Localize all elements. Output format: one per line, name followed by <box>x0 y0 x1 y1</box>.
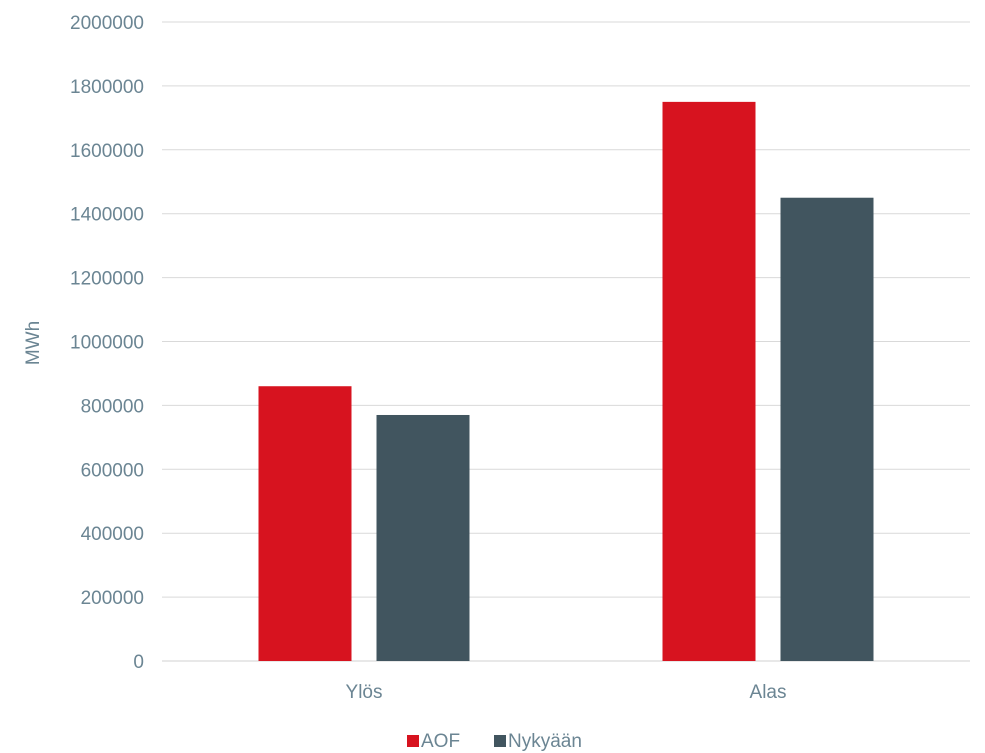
y-tick-label: 800000 <box>81 396 144 417</box>
y-tick-label: 400000 <box>81 524 144 545</box>
y-tick-label: 0 <box>133 652 144 673</box>
legend-swatch <box>407 735 419 747</box>
legend-label: AOF <box>421 731 460 752</box>
y-tick-label: 1200000 <box>70 269 144 290</box>
bar-nyky-n-2 <box>780 197 874 661</box>
bar-aof-1 <box>258 386 352 661</box>
x-tick-label: Ylös <box>346 682 383 703</box>
legend-label: Nykyään <box>508 731 582 752</box>
x-tick-label: Alas <box>750 682 787 703</box>
legend: AOF Nykyään <box>407 731 582 752</box>
legend-swatch <box>494 735 506 747</box>
y-tick-label: 1600000 <box>70 141 144 162</box>
bar-aof-2 <box>662 101 756 661</box>
y-axis-ticks: 0 200000 400000 600000 800000 1000000 1200000 1… <box>70 13 144 673</box>
y-tick-label: 1400000 <box>70 205 144 226</box>
y-tick-label: 2000000 <box>70 13 144 34</box>
y-tick-label: 200000 <box>81 588 144 609</box>
y-tick-label: 1800000 <box>70 77 144 98</box>
y-tick-label: 600000 <box>81 460 144 481</box>
y-tick-label: 1000000 <box>70 333 144 354</box>
bar-nyky-n-1 <box>376 414 470 661</box>
x-axis-ticks: Ylös Alas <box>346 682 787 703</box>
bars <box>258 101 874 661</box>
y-axis-label: MWh <box>23 321 44 365</box>
